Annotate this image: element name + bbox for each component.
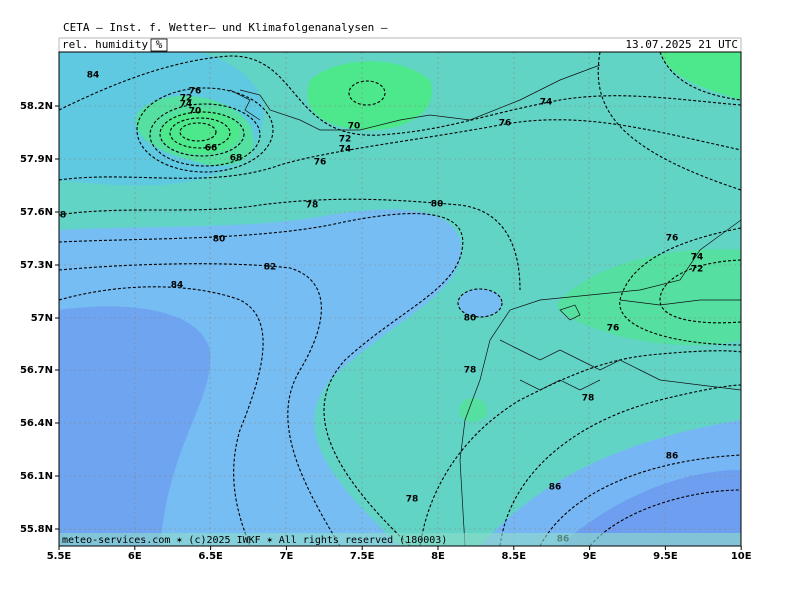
contour-label: 68 — [230, 154, 243, 164]
lon-label: 5.5E — [47, 551, 72, 562]
contour-label: 72 — [180, 94, 193, 104]
lon-label: 8E — [431, 551, 445, 562]
lon-label: 10E — [731, 551, 752, 562]
contour-label: 80 — [213, 235, 226, 245]
contour-label: 74 — [339, 145, 352, 155]
lon-label: 6.5E — [198, 551, 223, 562]
coastlines — [229, 64, 741, 546]
lat-label: 57N — [31, 313, 53, 324]
field — [560, 470, 741, 546]
contour-label: 86 — [549, 483, 562, 493]
contour-label: 8 — [60, 211, 66, 221]
contour-label: 78 — [464, 366, 477, 376]
contour-label: 70 — [189, 107, 202, 117]
contour-label: 76 — [607, 324, 620, 334]
lat-label: 56.4N — [20, 418, 53, 429]
unit-box — [150, 38, 168, 52]
footer-band — [59, 533, 741, 546]
contour-label: 70 — [348, 122, 361, 132]
lat-label: 57.3N — [20, 260, 53, 271]
lat-label: 55.8N — [20, 524, 53, 535]
lon-label: 7.5E — [350, 551, 375, 562]
contour-label: 86 — [666, 452, 679, 462]
title: CETA — Inst. f. Wetter— und Klimafolgena… — [63, 21, 388, 34]
contour-label: 76 — [666, 234, 679, 244]
contours — [59, 52, 741, 546]
unit: % — [156, 38, 163, 51]
lon-label: 9.5E — [653, 551, 678, 562]
grid — [59, 52, 741, 546]
parameter: rel. humidity — [62, 38, 148, 51]
lat-label: 56.1N — [20, 471, 53, 482]
contour-label: 80 — [464, 314, 477, 324]
contour-label: 72 — [691, 265, 704, 275]
copyright: meteo-services.com ✶ (c)2025 IWKF ✶ All … — [62, 535, 447, 546]
map-frame — [58, 51, 742, 547]
field — [307, 61, 432, 130]
contour-label: 74 — [180, 100, 193, 110]
contour-label: 78 — [406, 495, 419, 505]
axis-labels: 58.2N 57.9N 57.6N 57.3N 57N 56.7N 56.4N 56.1N 55… — [20, 101, 752, 562]
lat-label: 57.9N — [20, 154, 53, 165]
contour-label: 76 — [189, 87, 202, 97]
lat-label: 56.7N — [20, 365, 53, 376]
field — [59, 306, 211, 546]
lon-label: 7E — [280, 551, 294, 562]
contour-label: 80 — [431, 200, 444, 210]
contour-label: 66 — [205, 144, 218, 154]
contour-label: 72 — [339, 135, 352, 145]
contour-label: 84 — [171, 281, 184, 291]
field — [160, 110, 240, 154]
contour-label: 74 — [691, 253, 704, 263]
contour-label: 74 — [540, 98, 553, 108]
lon-label: 8.5E — [502, 551, 527, 562]
lat-label: 58.2N — [20, 101, 53, 112]
lon-label: 9E — [583, 551, 597, 562]
contour-label: 76 — [499, 119, 512, 129]
contour-label: 84 — [87, 71, 100, 81]
contour-label: 76 — [314, 158, 327, 168]
field — [459, 398, 487, 422]
lon-label: 6E — [128, 551, 142, 562]
date: 13.07.2025 21 UTC — [625, 38, 738, 51]
field — [660, 52, 741, 100]
contour-label: 78 — [582, 394, 595, 404]
contour-label: 78 — [306, 201, 319, 211]
lat-label: 57.6N — [20, 207, 53, 218]
field — [458, 289, 502, 317]
contour-label: 82 — [264, 263, 277, 273]
